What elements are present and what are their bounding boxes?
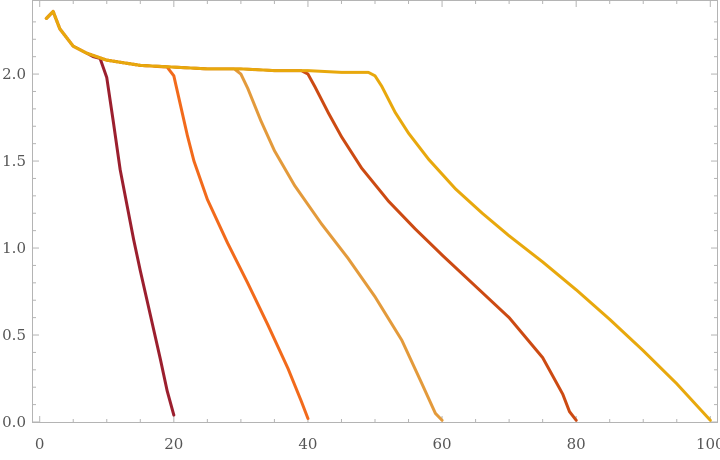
axis-ticks bbox=[33, 1, 717, 423]
tick-labels: 0 20 40 60 80 100 0.0 0.5 1.0 1.5 2.0 bbox=[2, 65, 720, 453]
series-line-4 bbox=[44, 9, 578, 422]
y-tick-label: 0.5 bbox=[2, 326, 26, 344]
x-tick-label: 80 bbox=[567, 435, 586, 453]
y-tick-label: 0.0 bbox=[2, 413, 26, 431]
x-tick-label: 40 bbox=[298, 435, 317, 453]
y-tick-label: 2.0 bbox=[2, 65, 26, 83]
series-lines bbox=[44, 9, 712, 422]
plot-frame bbox=[32, 0, 718, 423]
x-tick-label: 60 bbox=[433, 435, 452, 453]
x-tick-label: 20 bbox=[164, 435, 183, 453]
x-tick-label: 0 bbox=[35, 435, 45, 453]
series-line-2 bbox=[44, 9, 310, 421]
y-tick-label: 1.0 bbox=[2, 239, 26, 257]
y-tick-label: 1.5 bbox=[2, 152, 26, 170]
series-line-5 bbox=[44, 9, 712, 422]
x-tick-label: 100 bbox=[696, 435, 720, 453]
series-line-1 bbox=[44, 9, 176, 417]
